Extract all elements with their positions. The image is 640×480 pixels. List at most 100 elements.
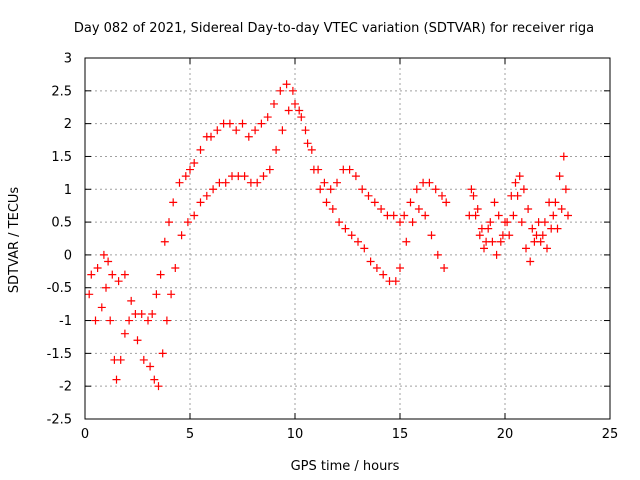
data-point	[402, 237, 411, 246]
data-point	[471, 211, 480, 220]
data-point	[97, 303, 106, 312]
data-point	[488, 237, 497, 246]
data-point	[564, 211, 572, 220]
data-point	[232, 126, 241, 135]
data-point	[427, 231, 436, 240]
y-tick-label: 3	[64, 52, 72, 67]
tick-layer: 0 5 10 15 20 25 -2.5 -2 -1.5 -1 -0.5 0 0.5 1 1.5 2 2.5 3	[47, 52, 619, 443]
data-point	[190, 159, 199, 168]
data-point	[169, 198, 178, 207]
data-point	[377, 204, 386, 213]
x-tick-label: 25	[602, 427, 619, 442]
data-point	[440, 264, 449, 273]
data-point	[244, 132, 253, 141]
data-point	[120, 270, 129, 279]
data-point	[120, 329, 129, 338]
data-point	[408, 218, 417, 227]
data-point	[288, 86, 297, 95]
data-point	[202, 191, 211, 200]
data-point	[162, 316, 171, 325]
data-point	[154, 382, 163, 391]
data-point	[272, 145, 281, 154]
data-point	[102, 283, 110, 292]
data-point	[396, 218, 404, 227]
data-point	[297, 113, 306, 122]
data-point	[328, 204, 337, 213]
y-tick-label: -2.5	[47, 413, 72, 428]
y-tick-label: -1	[59, 314, 72, 329]
data-point	[358, 185, 367, 194]
data-point	[522, 244, 530, 253]
data-point	[549, 211, 558, 220]
data-point	[347, 231, 356, 240]
data-point	[238, 119, 247, 128]
data-point	[505, 231, 514, 240]
data-point	[144, 316, 152, 325]
x-tick-label: 15	[392, 427, 409, 442]
data-point	[551, 198, 560, 207]
data-point	[259, 172, 268, 181]
data-point	[391, 277, 400, 286]
data-point	[511, 178, 520, 187]
data-point	[303, 139, 312, 148]
data-point	[186, 165, 194, 174]
y-tick-label: 2.5	[51, 84, 72, 99]
data-point	[148, 309, 157, 318]
x-axis-title: GPS time / hours	[291, 459, 400, 474]
data-point	[557, 204, 566, 213]
data-point	[406, 198, 415, 207]
data-point	[276, 86, 285, 95]
data-point	[106, 316, 115, 325]
data-point	[291, 99, 299, 108]
data-point	[85, 290, 94, 299]
data-point	[354, 237, 362, 246]
data-point	[421, 211, 430, 220]
data-point	[150, 375, 159, 384]
data-point	[99, 250, 108, 259]
data-point	[127, 296, 136, 305]
data-point	[475, 231, 484, 240]
data-point	[360, 244, 369, 253]
data-point	[509, 211, 518, 220]
data-marks	[85, 80, 572, 391]
y-tick-label: 0.5	[51, 216, 72, 231]
data-point	[251, 126, 260, 135]
data-point	[379, 270, 388, 279]
data-point	[526, 257, 535, 266]
data-point	[104, 257, 113, 266]
data-point	[335, 218, 344, 227]
data-point	[561, 185, 570, 194]
data-point	[341, 224, 350, 233]
data-point	[515, 172, 524, 181]
y-axis-title: SDTVAR / TECUs	[7, 187, 22, 294]
data-point	[175, 178, 184, 187]
data-point	[221, 178, 230, 187]
data-point	[146, 362, 155, 371]
data-point	[270, 99, 278, 108]
data-point	[284, 106, 293, 115]
data-point	[257, 119, 266, 128]
data-point	[492, 250, 501, 259]
data-point	[139, 355, 148, 364]
data-point	[351, 172, 360, 181]
data-point	[278, 126, 287, 135]
data-point	[190, 211, 199, 220]
data-point	[240, 172, 249, 181]
y-tick-label: 2	[64, 117, 72, 132]
data-point	[301, 126, 310, 135]
series-1	[85, 80, 451, 384]
data-point	[547, 224, 556, 233]
data-point	[322, 198, 331, 207]
data-point	[538, 231, 547, 240]
data-point	[282, 80, 291, 89]
data-point	[372, 264, 381, 273]
data-point	[87, 270, 96, 279]
data-point	[486, 218, 495, 227]
data-point	[171, 264, 180, 273]
data-point	[396, 264, 404, 273]
data-point	[320, 178, 329, 187]
data-point	[108, 270, 117, 279]
data-point	[370, 198, 379, 207]
x-tick-label: 10	[287, 427, 304, 442]
